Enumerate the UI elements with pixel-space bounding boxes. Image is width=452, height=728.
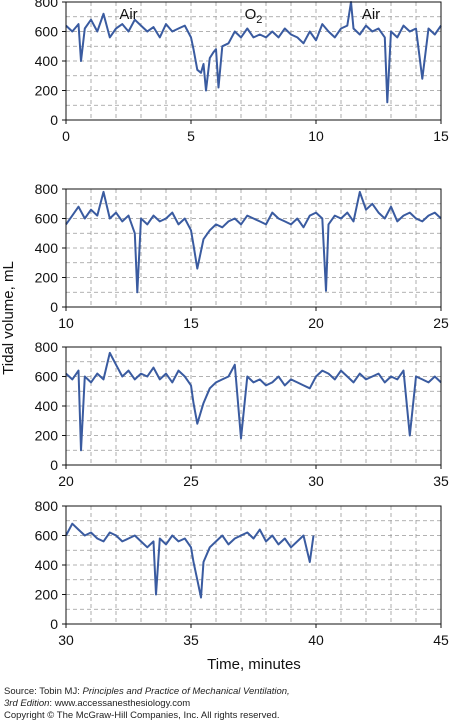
series-line (65, 1, 442, 104)
y-tick-label: 600 (35, 369, 59, 385)
y-tick-label: 0 (50, 616, 58, 632)
y-tick-label: 800 (35, 181, 59, 197)
y-tick-label: 0 (50, 457, 58, 473)
x-tick-label: 25 (433, 315, 449, 331)
x-tick-label: 30 (58, 632, 74, 648)
source-title: Principles and Practice of Mechanical Ve… (82, 686, 290, 697)
y-tick-label: 0 (50, 299, 58, 315)
x-tick-label: 35 (183, 632, 199, 648)
copyright-line: Copyright © The McGraw-Hill Companies, I… (4, 710, 280, 721)
x-tick-label: 20 (58, 473, 74, 489)
edition-suffix: : www.accessanesthesiology.com (49, 698, 191, 709)
x-axis-label: Time, minutes (207, 656, 301, 673)
source-line: Source: Tobin MJ: Principles and Practic… (4, 686, 448, 698)
source-footer: Source: Tobin MJ: Principles and Practic… (4, 686, 448, 722)
series-line (65, 190, 442, 294)
phase-label: Air (362, 6, 380, 23)
y-tick-label: 200 (35, 587, 59, 603)
x-tick-label: 35 (433, 473, 449, 489)
x-tick-label: 0 (62, 128, 70, 144)
x-tick-label: 5 (187, 128, 195, 144)
phase-label: Air (119, 6, 137, 23)
panel-4: 0 200 400 600 800 30 35 40 45 (35, 498, 449, 648)
y-tick-label: 200 (35, 83, 59, 99)
phase-label: O2 (245, 6, 263, 26)
x-tick-label: 15 (433, 128, 449, 144)
panel-2: 0 200 400 600 800 10 15 20 25 (35, 181, 449, 331)
y-tick-label: 400 (35, 240, 59, 256)
x-tick-label: 45 (433, 632, 449, 648)
y-tick-label: 800 (35, 0, 59, 10)
y-tick-label: 400 (35, 557, 59, 573)
tidal-volume-chart: Tidal volume, mL Time, minutes 020040060… (0, 0, 449, 673)
panel-1: 0 200 400 600 800 0 5 10 15 Air O2 Air (35, 0, 449, 144)
x-tick-label: 30 (308, 473, 324, 489)
series-line (65, 351, 442, 452)
series-line (65, 522, 315, 599)
y-tick-label: 0 (50, 112, 58, 128)
phase-label-subscript: 2 (256, 14, 262, 26)
edition-text: 3rd Edition (4, 698, 50, 709)
y-axis-label: Tidal volume, mL (0, 261, 17, 375)
y-tick-label: 400 (35, 398, 59, 414)
y-tick-label: 400 (35, 53, 59, 69)
x-tick-label: 20 (308, 315, 324, 331)
y-tick-label: 200 (35, 428, 59, 444)
y-tick-label: 200 (35, 270, 59, 286)
y-tick-label: 800 (35, 498, 59, 514)
y-tick-label: 600 (35, 24, 59, 40)
x-tick-label: 25 (183, 473, 199, 489)
edition-line: 3rd Edition: www.accessanesthesiology.co… (4, 698, 448, 710)
y-tick-label: 800 (35, 339, 59, 355)
x-tick-label: 10 (308, 128, 324, 144)
x-tick-label: 10 (58, 315, 74, 331)
panel-3: 0 200 400 600 800 20 25 30 35 (35, 339, 449, 489)
x-tick-label: 40 (308, 632, 324, 648)
source-prefix: Source: Tobin MJ: (4, 686, 83, 697)
y-tick-label: 600 (35, 211, 59, 227)
y-tick-label: 600 (35, 528, 59, 544)
x-tick-label: 15 (183, 315, 199, 331)
